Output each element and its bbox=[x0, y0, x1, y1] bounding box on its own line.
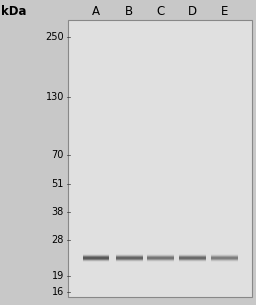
Bar bbox=[179, 260, 206, 262]
Bar bbox=[68, 20, 252, 297]
Bar bbox=[116, 254, 143, 256]
Text: kDa: kDa bbox=[1, 5, 27, 18]
Bar bbox=[147, 256, 174, 258]
Bar bbox=[147, 255, 174, 257]
Bar bbox=[82, 257, 110, 259]
Bar bbox=[211, 256, 238, 258]
Text: 130: 130 bbox=[46, 92, 64, 102]
Text: 250: 250 bbox=[45, 32, 64, 41]
Text: 38: 38 bbox=[52, 206, 64, 217]
Text: 19: 19 bbox=[52, 271, 64, 281]
Bar bbox=[147, 254, 174, 256]
Bar bbox=[116, 258, 143, 260]
Bar bbox=[211, 258, 238, 260]
Bar bbox=[82, 255, 110, 257]
Bar bbox=[211, 254, 238, 256]
Bar bbox=[147, 259, 174, 261]
Bar bbox=[179, 259, 206, 261]
Bar bbox=[179, 254, 206, 256]
Text: 51: 51 bbox=[52, 179, 64, 189]
Bar bbox=[179, 257, 206, 259]
Bar bbox=[179, 255, 206, 257]
Text: B: B bbox=[125, 5, 133, 18]
Bar bbox=[211, 259, 238, 261]
Text: 28: 28 bbox=[52, 235, 64, 245]
Bar bbox=[179, 256, 206, 258]
Bar bbox=[211, 260, 238, 262]
Bar bbox=[147, 260, 174, 262]
Bar bbox=[82, 258, 110, 260]
Text: 16: 16 bbox=[52, 287, 64, 297]
Bar bbox=[82, 254, 110, 256]
Text: 70: 70 bbox=[52, 150, 64, 160]
Bar bbox=[211, 255, 238, 257]
Bar bbox=[82, 256, 110, 258]
Bar bbox=[82, 259, 110, 261]
Bar bbox=[179, 258, 206, 260]
Bar bbox=[116, 256, 143, 258]
Bar bbox=[211, 257, 238, 259]
Text: E: E bbox=[221, 5, 228, 18]
Bar bbox=[116, 257, 143, 259]
Bar bbox=[116, 260, 143, 262]
Bar bbox=[147, 258, 174, 260]
Bar bbox=[116, 259, 143, 261]
Text: C: C bbox=[157, 5, 165, 18]
Bar bbox=[116, 255, 143, 257]
Text: D: D bbox=[188, 5, 197, 18]
Bar bbox=[82, 260, 110, 262]
Bar bbox=[147, 257, 174, 259]
Text: A: A bbox=[92, 5, 100, 18]
